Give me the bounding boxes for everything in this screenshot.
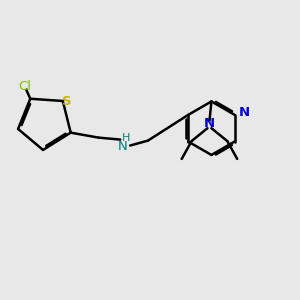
Text: H: H	[122, 133, 130, 142]
Text: N: N	[204, 117, 215, 130]
Text: S: S	[62, 95, 72, 109]
Text: Cl: Cl	[18, 80, 31, 93]
Text: N: N	[117, 140, 127, 153]
Text: N: N	[239, 106, 250, 119]
